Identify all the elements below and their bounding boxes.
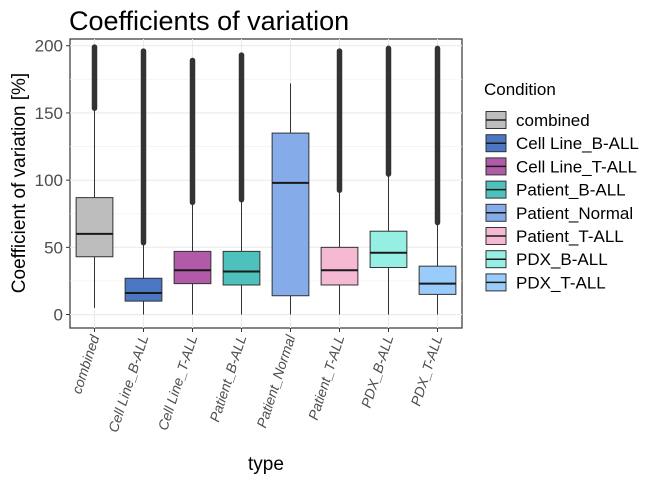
legend-item-Patient_B-ALL: Patient_B-ALL — [485, 180, 626, 200]
x-tick-label: Cell Line_B-ALL — [105, 333, 151, 434]
x-tick-label: Patient_B-ALL — [206, 333, 249, 424]
legend-label: Cell Line_T-ALL — [516, 157, 637, 176]
legend-label: Patient_B-ALL — [516, 181, 626, 200]
outlier-point — [434, 45, 441, 52]
y-tick-label: 150 — [35, 104, 63, 123]
box-Patient_Normal — [271, 83, 310, 315]
x-tick-label: PDX_B-ALL — [358, 333, 397, 410]
plot-panel: 0 50 100 150 200 combined Cell Line_B-ALL Cell … — [35, 37, 463, 434]
y-tick-label: 50 — [44, 238, 63, 257]
legend-title: Condition — [484, 80, 556, 99]
box — [418, 265, 457, 295]
box-Patient_T-ALL — [320, 48, 359, 315]
box-PDX_B-ALL — [369, 45, 408, 315]
legend: combined Cell Line_B-ALL Cell Line_T-ALL Pa… — [485, 111, 639, 292]
outlier-point — [91, 44, 98, 50]
box-Cell Line_B-ALL — [124, 48, 163, 315]
outlier-point — [189, 57, 196, 64]
legend-item-PDX_B-ALL: PDX_B-ALL — [485, 250, 608, 269]
y-tick-label: 100 — [35, 171, 63, 190]
x-tick-label: Patient_T-ALL — [305, 333, 347, 422]
chart-title: Coefficients of variation — [69, 6, 349, 36]
x-tick-label: combined — [68, 332, 102, 396]
outlier-point — [336, 48, 343, 54]
x-tick-label: Cell Line_T-ALL — [155, 333, 201, 432]
legend-label: Patient_Normal — [516, 204, 633, 223]
box — [173, 250, 212, 285]
outlier-point — [238, 52, 245, 58]
legend-label: PDX_B-ALL — [516, 250, 608, 269]
box — [271, 132, 310, 297]
x-tick-label: PDX_T-ALL — [407, 333, 445, 408]
box — [369, 230, 408, 269]
y-tick-label: 0 — [54, 306, 63, 325]
x-tick-label: Patient_Normal — [253, 332, 298, 430]
legend-label: PDX_T-ALL — [516, 273, 606, 292]
box-PDX_T-ALL — [418, 45, 457, 315]
y-tick-label: 200 — [35, 37, 63, 56]
y-axis-title: Coefficient of variation [%] — [9, 73, 30, 293]
legend-label: Patient_T-ALL — [516, 227, 624, 246]
box-Cell Line_T-ALL — [173, 57, 212, 315]
x-axis-title: type — [248, 454, 284, 475]
box-Patient_B-ALL — [222, 52, 261, 315]
box — [75, 197, 114, 258]
box — [320, 246, 359, 286]
box — [124, 277, 163, 302]
legend-label: combined — [516, 111, 590, 130]
outlier-point — [385, 45, 392, 52]
legend-item-combined: combined — [485, 111, 590, 130]
legend-label: Cell Line_B-ALL — [516, 134, 639, 153]
legend-item-Cell Line_B-ALL: Cell Line_B-ALL — [485, 134, 639, 153]
outlier-point — [140, 48, 147, 54]
legend-item-Cell Line_T-ALL: Cell Line_T-ALL — [485, 157, 637, 176]
box-combined — [75, 44, 114, 308]
legend-item-Patient_Normal: Patient_Normal — [485, 203, 633, 223]
legend-item-PDX_T-ALL: PDX_T-ALL — [485, 273, 606, 292]
box — [222, 250, 261, 286]
legend-item-Patient_T-ALL: Patient_T-ALL — [485, 227, 624, 246]
